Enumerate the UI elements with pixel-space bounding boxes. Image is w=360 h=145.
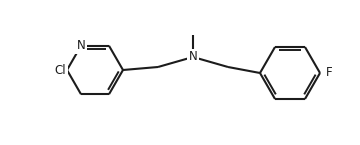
Text: N: N bbox=[77, 39, 85, 52]
Text: Cl: Cl bbox=[54, 64, 66, 77]
Text: N: N bbox=[189, 50, 197, 64]
Text: F: F bbox=[326, 67, 332, 79]
